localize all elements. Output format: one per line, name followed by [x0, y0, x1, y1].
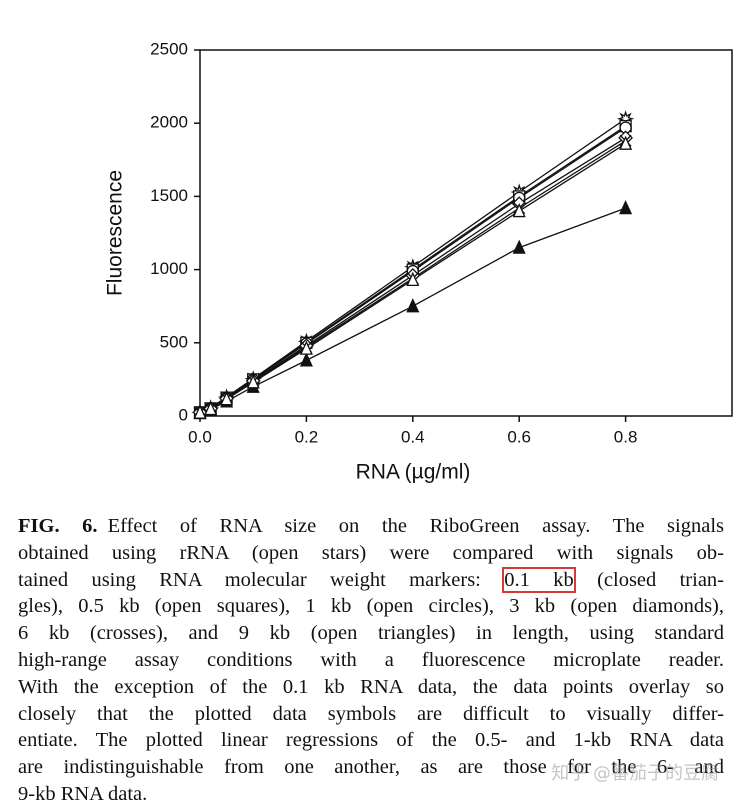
caption-text: Effect of RNA size on the RiboGreen assa… — [108, 515, 724, 537]
x-tick-label: 0.8 — [614, 427, 638, 446]
y-tick-label: 1000 — [150, 259, 188, 278]
highlighted-text: 0.1 kb — [504, 569, 573, 591]
caption-line: obtained using rRNA (open stars) were co… — [18, 540, 724, 567]
y-tick-label: 1500 — [150, 186, 188, 205]
x-tick-label: 0.2 — [295, 427, 319, 446]
y-tick-label: 2500 — [150, 39, 188, 58]
y-tick-label: 0 — [179, 405, 188, 424]
x-tick-label: 0.6 — [507, 427, 531, 446]
caption-line: entiate. The plotted linear regressions … — [18, 727, 724, 754]
marker — [620, 202, 631, 214]
x-axis-title: RNA (µg/ml) — [356, 461, 471, 484]
caption-text: closely that the plotted data symbols ar… — [18, 703, 724, 725]
x-tick-label: 0.0 — [188, 427, 212, 446]
chart: RNA (µg/ml) Fluorescence 0 500 1000 1500 200… — [0, 0, 737, 505]
caption-label: FIG. 6. — [18, 515, 98, 537]
x-tick-label: 0.4 — [401, 427, 425, 446]
watermark: 知乎 @番茄子的豆腐 — [551, 759, 719, 785]
caption-text: 9-kb RNA data. — [18, 783, 147, 805]
caption-text: gles), 0.5 kb (open squares), 1 kb (open… — [18, 595, 724, 617]
caption-text: obtained using rRNA (open stars) were co… — [18, 542, 724, 564]
caption-line: closely that the plotted data symbols ar… — [18, 701, 724, 728]
caption-line: 6 kb (crosses), and 9 kb (open triangles… — [18, 620, 724, 647]
caption-text: With the exception of the 0.1 kb RNA dat… — [18, 676, 724, 698]
caption-line: With the exception of the 0.1 kb RNA dat… — [18, 674, 724, 701]
caption-text: (closed trian- — [574, 569, 724, 591]
caption-text: high-range assay conditions with a fluor… — [18, 649, 724, 671]
marker — [407, 300, 418, 312]
caption-text: 6 kb (crosses), and 9 kb (open triangles… — [18, 622, 724, 644]
caption-line: tained using RNA molecular weight marker… — [18, 567, 724, 594]
marker — [301, 354, 312, 366]
y-axis-title: Fluorescence — [104, 170, 127, 296]
y-tick-label: 2000 — [150, 113, 188, 132]
caption-line: FIG. 6. Effect of RNA size on the RiboGre… — [18, 513, 724, 540]
caption-line: gles), 0.5 kb (open squares), 1 kb (open… — [18, 593, 724, 620]
caption-line: high-range assay conditions with a fluor… — [18, 647, 724, 674]
caption-text: entiate. The plotted linear regressions … — [18, 729, 724, 751]
caption-text: tained using RNA molecular weight marker… — [18, 569, 504, 591]
marker — [514, 241, 525, 253]
y-tick-label: 500 — [160, 332, 188, 351]
